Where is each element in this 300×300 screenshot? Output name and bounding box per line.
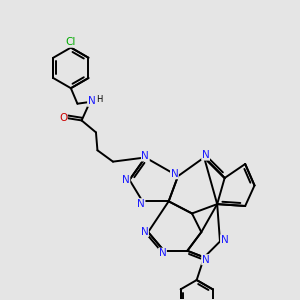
Text: N: N: [122, 175, 130, 185]
Text: N: N: [142, 151, 149, 161]
Text: O: O: [59, 113, 67, 123]
Text: N: N: [137, 199, 145, 209]
Text: N: N: [170, 169, 178, 179]
Text: N: N: [88, 96, 95, 106]
Text: N: N: [141, 226, 148, 236]
Text: Cl: Cl: [66, 37, 76, 47]
Text: N: N: [159, 248, 167, 258]
Text: N: N: [220, 235, 228, 245]
Text: H: H: [96, 95, 103, 104]
Text: N: N: [202, 150, 209, 160]
Text: N: N: [202, 255, 209, 265]
